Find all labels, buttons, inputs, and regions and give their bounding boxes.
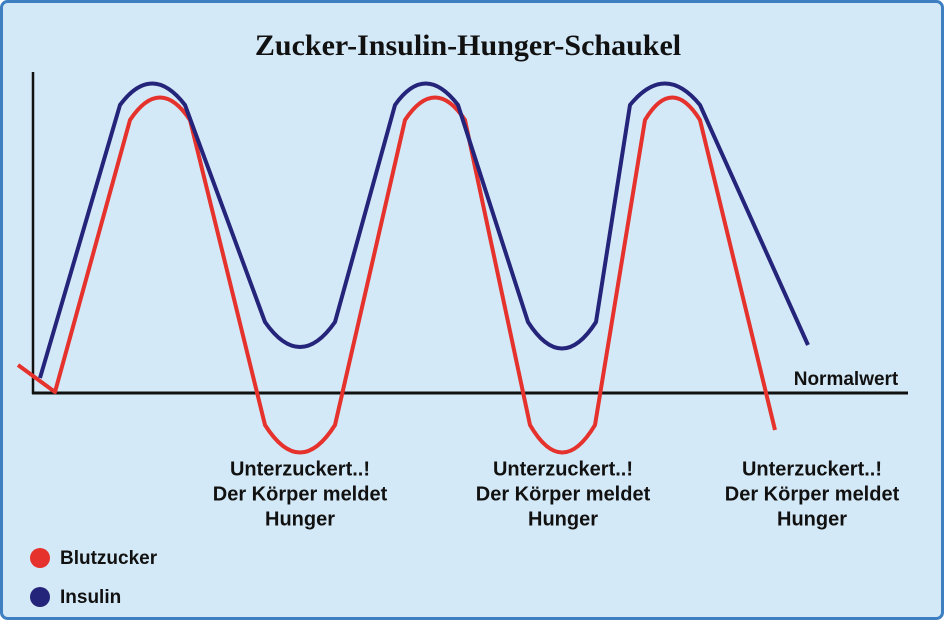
annotation-line: Hunger <box>528 508 598 530</box>
annotation-line: Unterzuckert..! <box>742 458 882 480</box>
insulin-curve <box>38 81 810 379</box>
blutzucker-curve <box>16 95 777 455</box>
legend-label: Insulin <box>60 587 121 608</box>
legend-dot <box>30 548 50 568</box>
annotation-line: Unterzuckert..! <box>230 458 370 480</box>
annotation-line: Der Körper meldet <box>476 483 651 505</box>
annotation-line: Der Körper meldet <box>725 483 900 505</box>
annotation-line: Hunger <box>777 508 847 530</box>
legend-dot <box>30 587 50 607</box>
annotation-line: Unterzuckert..! <box>493 458 633 480</box>
baseline-label: Normalwert <box>794 369 899 390</box>
legend-label: Blutzucker <box>60 548 158 569</box>
annotation-line: Der Körper meldet <box>213 483 388 505</box>
annotation-line: Hunger <box>265 508 335 530</box>
title: Zucker-Insulin-Hunger-Schaukel <box>255 29 681 62</box>
